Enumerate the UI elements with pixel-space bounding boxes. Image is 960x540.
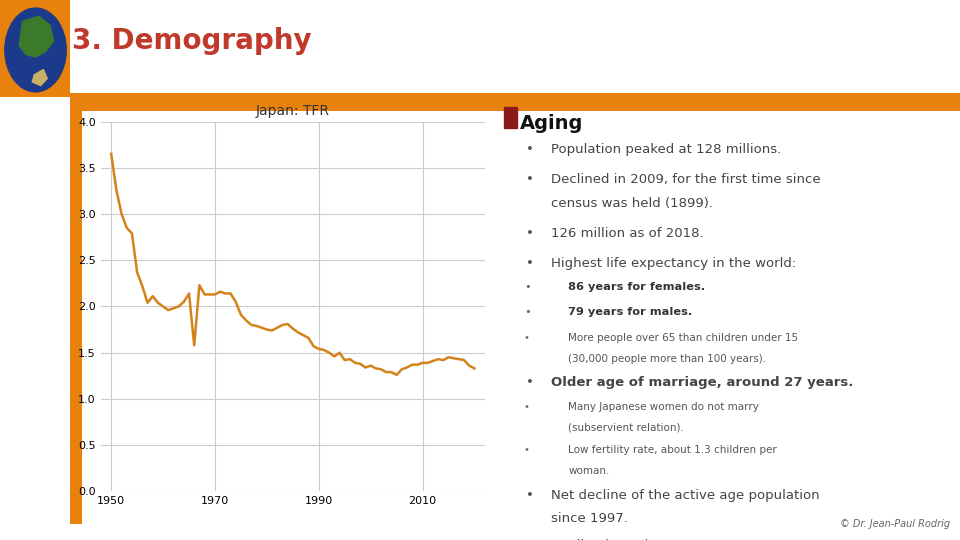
Text: Declined in 2009, for the first time since: Declined in 2009, for the first time sin… [550,173,820,186]
Text: Net decline of the active age population: Net decline of the active age population [550,489,819,502]
Text: •: • [526,257,534,270]
Text: •: • [524,333,530,343]
Text: Highest life expectancy in the world:: Highest life expectancy in the world: [550,257,796,270]
Text: 3. Demography: 3. Demography [72,28,312,55]
Text: Population peaked at 128 millions.: Population peaked at 128 millions. [550,143,780,156]
Text: •: • [524,445,530,455]
Circle shape [5,8,66,92]
Text: •: • [524,307,531,318]
Text: Decline in savings rate.: Decline in savings rate. [550,539,708,540]
Text: Older age of marriage, around 27 years.: Older age of marriage, around 27 years. [550,376,852,389]
Title: Japan: TFR: Japan: TFR [255,104,330,118]
Text: •: • [526,173,534,186]
Text: •: • [524,402,530,411]
Text: © Dr. Jean-Paul Rodrig: © Dr. Jean-Paul Rodrig [840,519,950,529]
Text: (30,000 people more than 100 years).: (30,000 people more than 100 years). [568,354,766,363]
Text: 79 years for males.: 79 years for males. [568,307,693,318]
Text: •: • [526,376,534,389]
Text: woman.: woman. [568,466,610,476]
Text: •: • [526,539,534,540]
Polygon shape [19,16,54,57]
Text: Low fertility rate, about 1.3 children per: Low fertility rate, about 1.3 children p… [568,445,778,455]
Text: •: • [524,282,531,292]
Text: Many Japanese women do not marry: Many Japanese women do not marry [568,402,759,411]
Bar [504,107,516,128]
Text: 86 years for females.: 86 years for females. [568,282,706,292]
Text: Aging: Aging [519,114,583,133]
Text: •: • [526,227,534,240]
Text: (subservient relation).: (subservient relation). [568,422,684,433]
Text: More people over 65 than children under 15: More people over 65 than children under … [568,333,799,343]
Text: 126 million as of 2018.: 126 million as of 2018. [550,227,703,240]
Polygon shape [33,70,47,85]
Text: •: • [526,489,534,502]
Text: since 1997.: since 1997. [550,512,628,525]
Text: census was held (1899).: census was held (1899). [550,197,712,210]
Text: •: • [526,143,534,156]
